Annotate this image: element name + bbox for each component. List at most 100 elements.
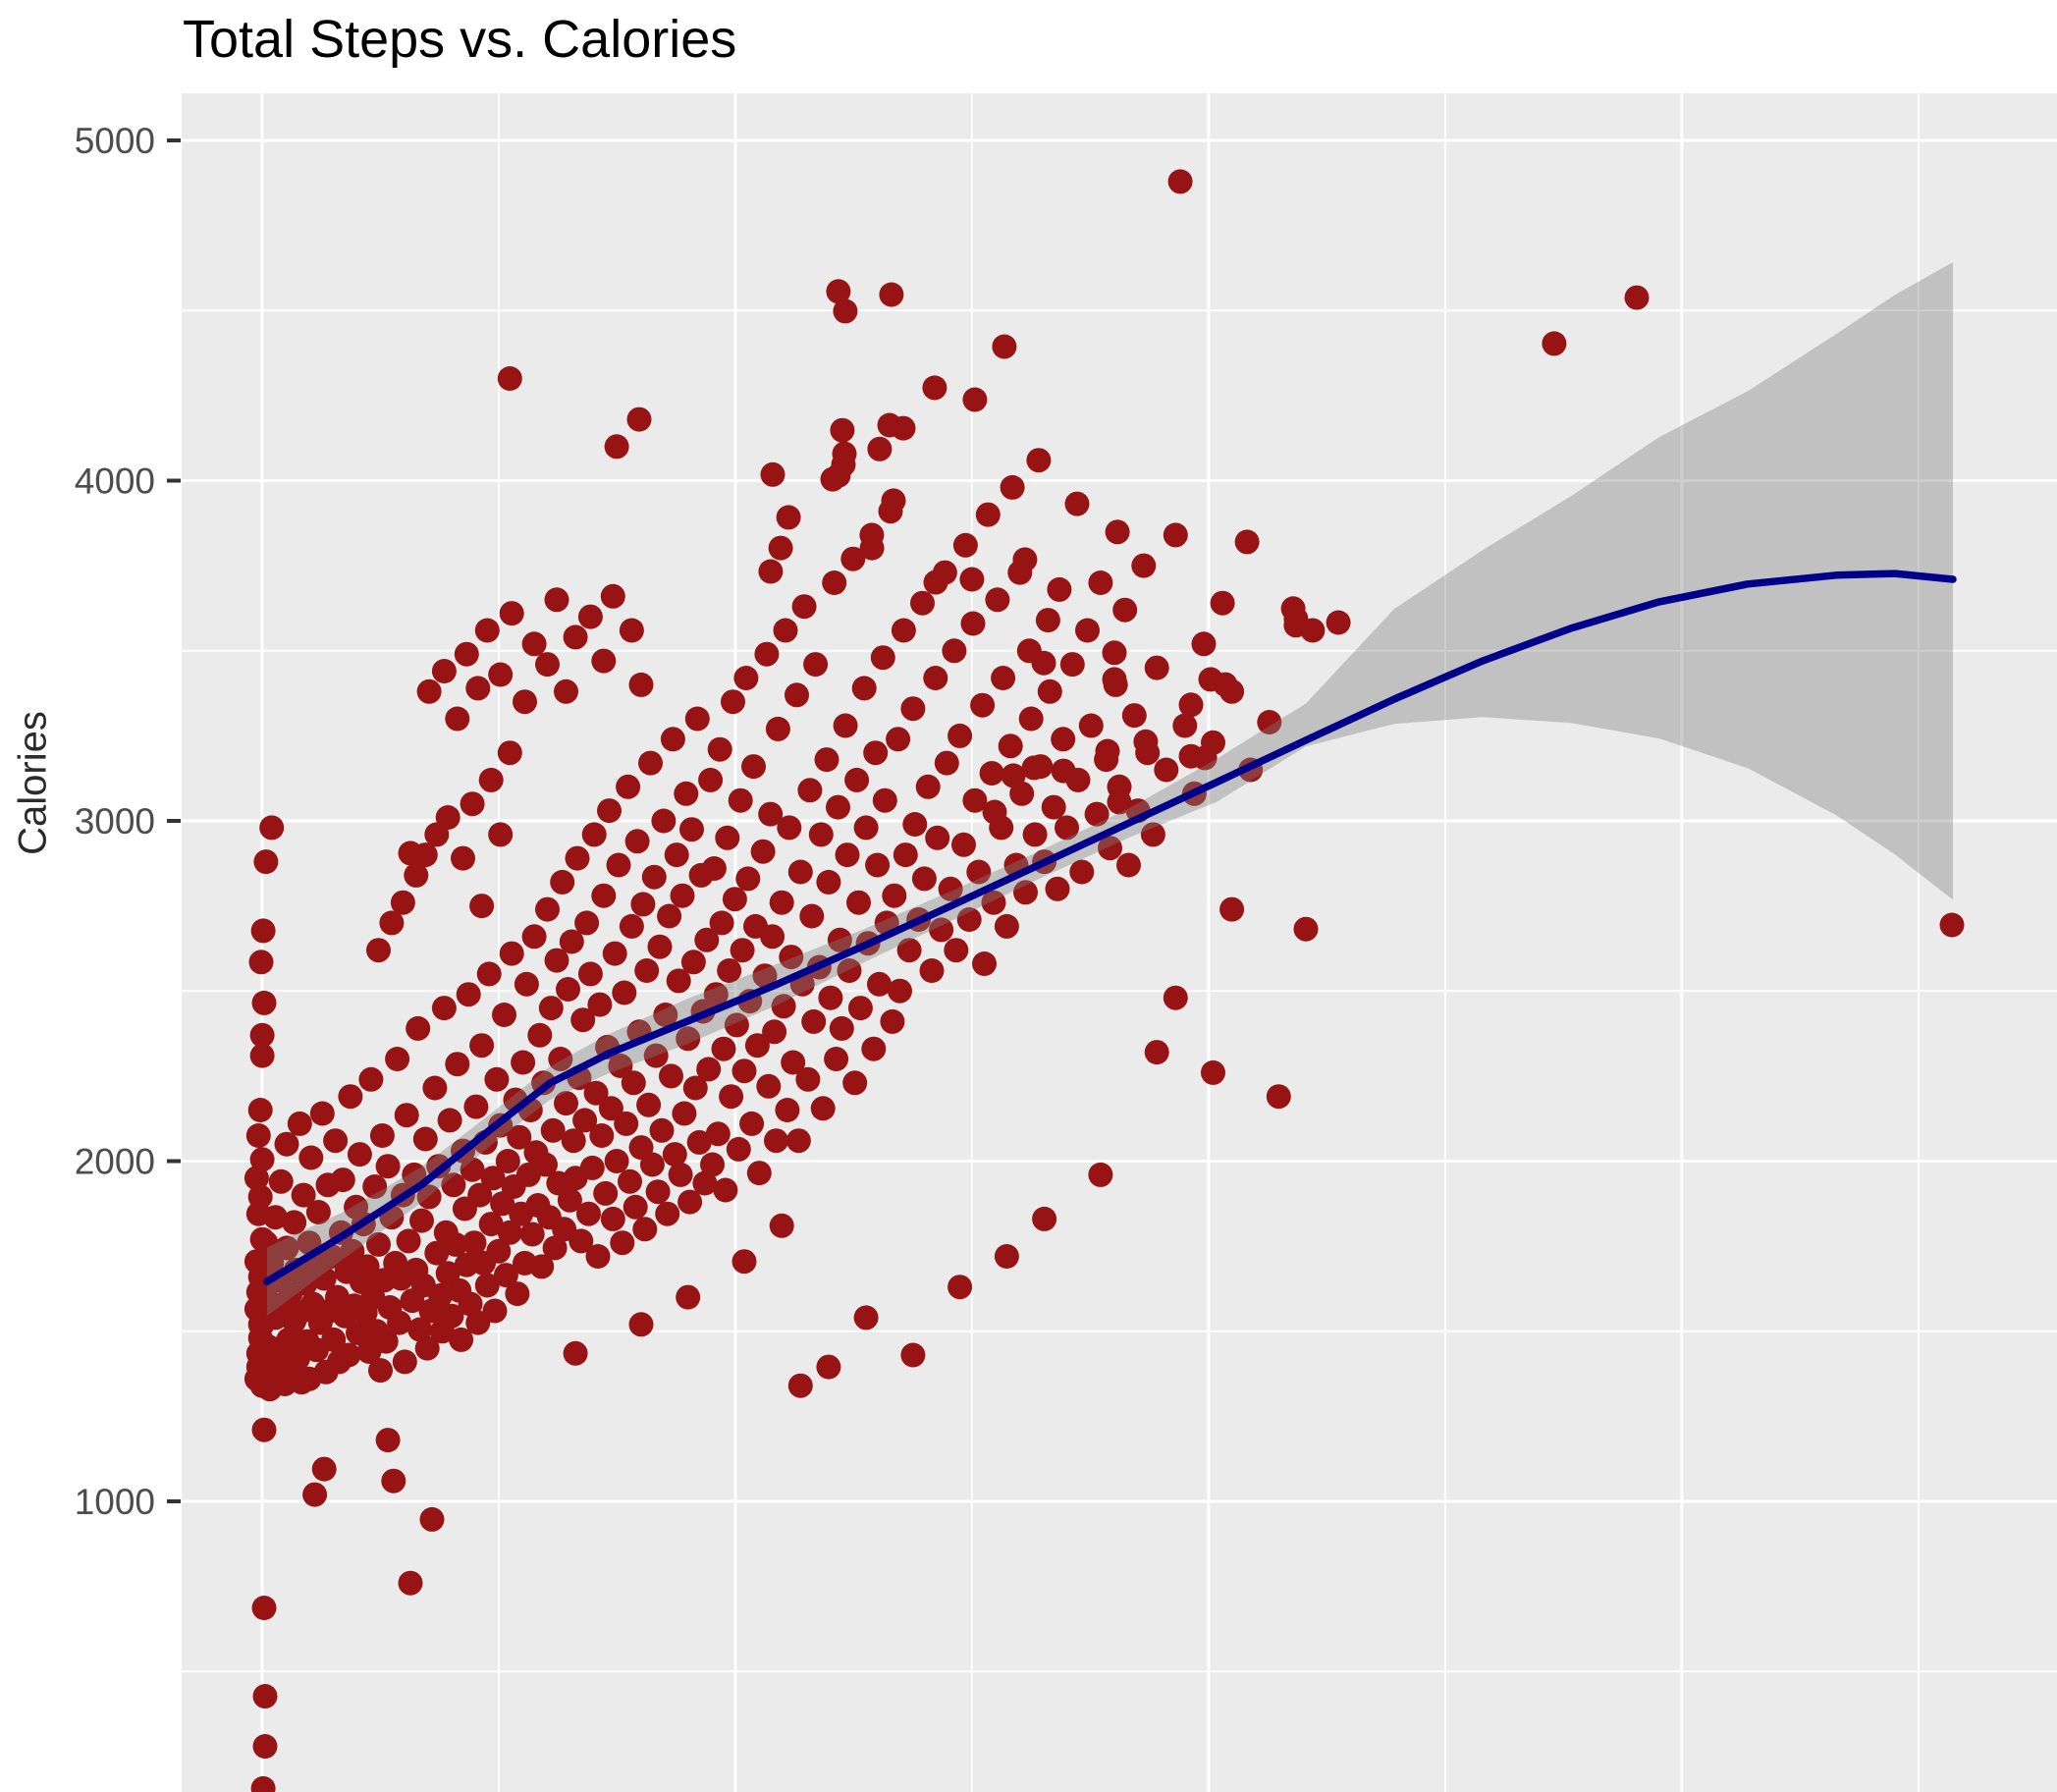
scatter-point <box>962 387 988 412</box>
scatter-point <box>375 1428 401 1453</box>
scatter-point <box>1178 692 1204 718</box>
scatter-point <box>680 950 706 975</box>
smooth-line <box>263 570 1957 1285</box>
scatter-point <box>544 948 569 973</box>
scatter-point <box>865 852 891 878</box>
scatter-point <box>768 535 793 561</box>
scatter-point <box>1121 703 1147 729</box>
scatter-point <box>840 546 866 571</box>
scatter-point <box>1105 519 1130 545</box>
scatter-point <box>600 1206 625 1231</box>
scatter-point <box>994 1244 1019 1269</box>
scatter-point <box>507 1124 532 1150</box>
scatter-point <box>398 841 423 866</box>
scatter-point <box>514 971 539 997</box>
scatter-point <box>336 1342 361 1368</box>
scatter-point <box>692 1170 718 1196</box>
scatter-point <box>412 1126 438 1152</box>
scatter-point <box>896 938 922 963</box>
scatter-point <box>628 1312 654 1337</box>
scatter-point <box>947 1275 973 1300</box>
scatter-point <box>1013 880 1038 905</box>
scatter-point <box>1144 1040 1169 1065</box>
scatter-point <box>538 996 564 1021</box>
scatter-point <box>829 1015 854 1041</box>
scatter-point <box>587 992 613 1017</box>
scatter-point <box>461 1230 487 1256</box>
scatter-point <box>519 1222 545 1247</box>
scatter-point <box>422 1075 448 1101</box>
scatter-point <box>602 941 627 966</box>
scatter-point <box>606 852 631 878</box>
scatter-point <box>323 1128 349 1154</box>
scatter-point <box>760 462 785 487</box>
scatter-point <box>764 1128 788 1154</box>
scatter-point <box>799 903 825 929</box>
scatter-point <box>630 892 656 917</box>
scatter-point <box>469 1033 495 1059</box>
scatter-point <box>478 1212 504 1237</box>
scatter-point <box>614 1111 639 1136</box>
scatter-point <box>287 1111 312 1136</box>
scatter-point <box>835 842 860 868</box>
scatter-point <box>480 1166 506 1191</box>
scatter-point <box>252 1684 278 1709</box>
scatter-point <box>368 1358 393 1384</box>
scatter-point <box>404 862 429 888</box>
scatter-point <box>431 659 457 683</box>
scatter-point <box>598 1096 623 1121</box>
scatter-point <box>561 1128 586 1154</box>
scatter-point <box>251 1596 277 1620</box>
scatter-point <box>431 996 457 1021</box>
scatter-point <box>662 1142 687 1168</box>
scatter-point <box>362 1174 388 1199</box>
scatter-point <box>1191 631 1217 657</box>
scatter-point <box>291 1182 316 1208</box>
scatter-point <box>651 808 677 834</box>
scatter-point <box>1047 576 1072 602</box>
y-axis: 5000 4000 3000 2000 1000 <box>75 121 181 1522</box>
scatter-point <box>535 652 560 678</box>
scatter-point <box>556 977 580 1002</box>
scatter-point <box>435 805 460 830</box>
scatter-point <box>879 282 904 307</box>
scatter-point <box>282 1210 307 1235</box>
scatter-point <box>1022 822 1048 847</box>
scatter-point <box>416 1184 442 1210</box>
scatter-point <box>679 817 704 842</box>
scatter-point <box>739 1111 765 1136</box>
scatter-point <box>249 1312 275 1337</box>
scatter-point <box>647 934 673 959</box>
scatter-point <box>458 1291 483 1317</box>
scatter-point <box>244 1249 269 1275</box>
scatter-point <box>554 1091 578 1116</box>
scatter-point <box>513 689 537 715</box>
scatter-point <box>321 1327 347 1352</box>
scatter-point <box>1257 710 1282 734</box>
scatter-point <box>527 1022 553 1048</box>
scatter-point <box>390 890 415 915</box>
scatter-point <box>330 1168 355 1193</box>
scatter-point <box>563 1340 588 1366</box>
scatter-point <box>972 951 997 976</box>
scatter-point <box>952 532 978 558</box>
scatter-point <box>568 1228 594 1254</box>
scatter-point <box>700 1152 725 1177</box>
scatter-point <box>619 618 644 643</box>
scatter-point <box>1032 1206 1057 1231</box>
scatter-point <box>694 927 720 952</box>
scatter-point <box>775 1098 800 1122</box>
scatter-point <box>966 859 992 885</box>
scatter-point <box>1059 652 1085 678</box>
scatter-point <box>1234 529 1260 555</box>
scatter-point <box>1293 916 1319 942</box>
scatter-point <box>645 1179 671 1205</box>
scatter-point <box>1192 745 1218 771</box>
scatter-point <box>398 1570 423 1596</box>
scatter-point <box>274 1131 299 1157</box>
scatter-point <box>851 676 877 701</box>
scatter-point <box>593 1180 619 1206</box>
scatter-point <box>891 415 916 441</box>
scatter-point <box>1064 491 1090 516</box>
scatter-point <box>497 1220 522 1245</box>
